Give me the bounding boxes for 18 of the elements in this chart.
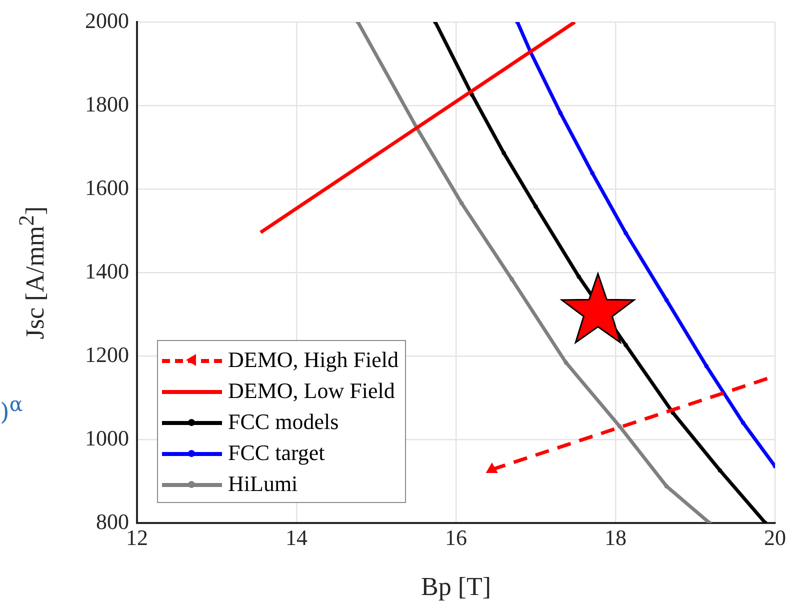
- y-tick-label: 1400: [85, 258, 129, 284]
- x-tick-label: 16: [445, 524, 467, 550]
- x-axis-title: Bp [T]: [421, 572, 492, 602]
- legend-label: FCC target: [228, 439, 325, 467]
- x-tick-label: 14: [286, 524, 308, 550]
- y-tick-label: 1000: [85, 425, 129, 450]
- text: )$^{α}$: [0, 392, 23, 426]
- x-tick-label: 18: [604, 524, 626, 550]
- y-tick-label: 800: [96, 508, 129, 534]
- x-tick-label: 20: [764, 524, 786, 550]
- legend-label: DEMO, Low Field: [228, 377, 395, 405]
- legend-label: HiLumi: [228, 470, 298, 498]
- y-tick-label: 1800: [85, 91, 129, 116]
- legend-label: FCC models: [228, 408, 339, 436]
- y-tick-label: 1200: [85, 342, 129, 367]
- y-tick-label: 2000: [85, 8, 129, 33]
- y-tick-label: 1600: [85, 174, 129, 200]
- legend-label: DEMO, High Field: [228, 346, 398, 374]
